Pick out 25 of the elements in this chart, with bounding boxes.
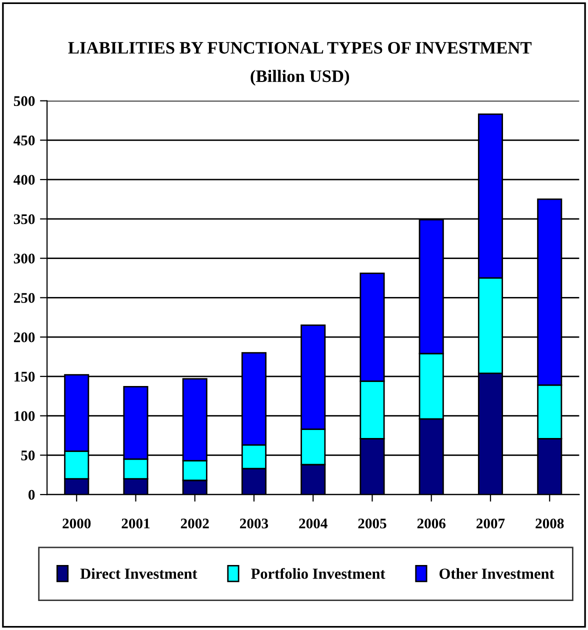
x-tick-label: 2003 — [240, 518, 268, 528]
y-tick-label: 450 — [14, 136, 35, 146]
y-tick-label: 400 — [14, 174, 35, 185]
y-tick-label: 150 — [14, 372, 35, 382]
y-tick-label: 300 — [14, 254, 35, 264]
x-tick-label: 2001 — [122, 518, 150, 528]
x-tick-label: 2002 — [180, 518, 209, 528]
legend-label: Direct Investment — [80, 568, 198, 579]
y-tick-label: 100 — [14, 411, 35, 422]
legend-label: Other Investment — [440, 568, 554, 579]
chart-title: LIABILITIES BY FUNCTIONAL TYPES OF INVESTMENT — [68, 42, 532, 54]
x-tick-label: 2008 — [536, 518, 564, 528]
y-tick-label: 350 — [14, 214, 35, 224]
y-tick-label: 200 — [14, 332, 35, 342]
x-tick-label: 2005 — [358, 518, 386, 528]
y-tick-label: 50 — [21, 450, 35, 460]
x-tick-label: 2004 — [299, 518, 328, 528]
y-tick-label: 250 — [14, 293, 35, 303]
x-tick-label: 2000 — [62, 518, 91, 528]
x-tick-label: 2007 — [476, 518, 505, 528]
chart-subtitle: (Billion USD) — [250, 70, 350, 86]
legend-label: Portfolio Investment — [251, 568, 386, 579]
x-tick-label: 2006 — [417, 518, 446, 528]
y-tick-label: 500 — [14, 96, 35, 106]
y-tick-label: 0 — [28, 490, 35, 500]
